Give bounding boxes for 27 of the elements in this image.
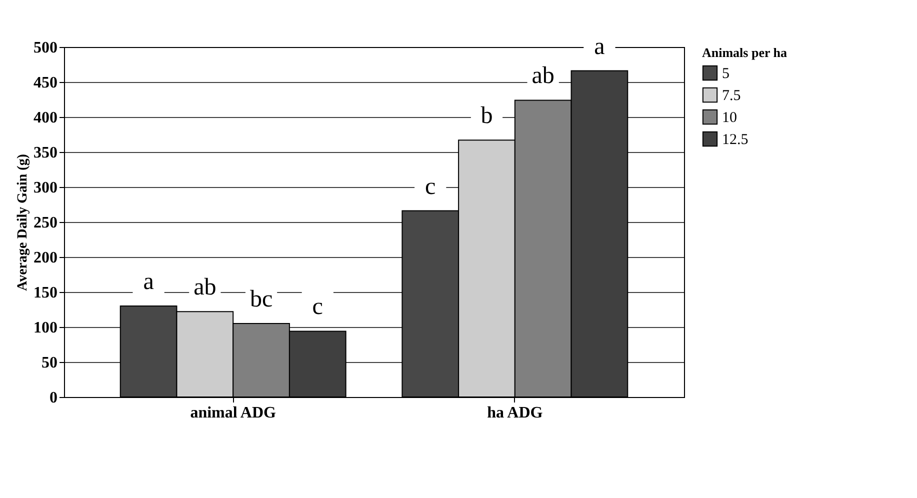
data-label: a	[143, 269, 154, 295]
data-label: a	[594, 34, 606, 60]
legend-title: Animals per ha	[702, 45, 788, 60]
data-label: c	[425, 174, 436, 200]
data-label: bc	[250, 286, 273, 312]
y-tick-label: 200	[34, 250, 58, 266]
y-tick-label: 350	[34, 144, 58, 162]
y-tick-label: 150	[34, 284, 58, 302]
data-label: ab	[194, 274, 216, 301]
data-label: b	[480, 103, 493, 130]
data-label: ab	[532, 63, 554, 90]
legend-label: 10	[722, 110, 737, 126]
y-tick-label: 0	[50, 390, 58, 406]
y-tick-label: 100	[34, 320, 58, 336]
data-label: c	[312, 294, 323, 320]
x-tick-label: ha ADG	[487, 404, 544, 422]
legend-label: 12.5	[722, 132, 748, 148]
y-tick-label: 450	[34, 74, 58, 92]
x-tick-label: animal ADG	[190, 404, 277, 422]
y-tick-label: 400	[34, 110, 58, 126]
y-tick-label: 250	[34, 214, 58, 232]
y-tick-label: 50	[42, 354, 58, 372]
y-axis-title: Average Daily Gain (g)	[16, 154, 30, 291]
legend-label: 5	[722, 66, 730, 82]
y-tick-label: 300	[34, 180, 58, 196]
legend-label: 7.5	[722, 88, 741, 104]
y-tick-label: 500	[34, 40, 58, 56]
